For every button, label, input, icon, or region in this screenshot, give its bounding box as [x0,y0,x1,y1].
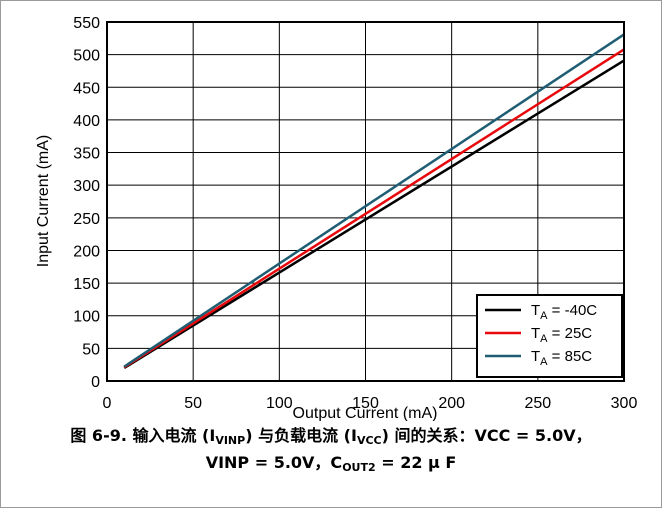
y-tick-label: 200 [73,243,100,260]
y-tick-label: 500 [73,48,100,65]
legend-label-25C: TA = 25C [531,325,592,345]
legend-box [476,294,623,378]
legend-label-85C: TA = 85C [531,348,592,368]
y-tick-label: 350 [73,146,100,163]
x-tick-label: 0 [103,395,112,412]
x-tick-label: 150 [352,395,379,412]
y-tick-label: 250 [73,211,100,228]
x-tick-label: 200 [438,395,465,412]
y-tick-label: 300 [73,178,100,195]
y-tick-label: 100 [73,309,100,326]
y-tick-labels: 0 50 100 150 200 250 300 350 400 450 500 550 [73,15,100,391]
legend-label--40C: TA = -40C [531,302,597,322]
caption-line-1: 图 6-9. 输入电流 (IVINP) 与负载电流 (IVCC) 间的关系：VC… [70,426,592,447]
x-axis-label: Output Current (mA) [293,405,438,421]
series-line--40C [123,59,625,370]
x-tick-label: 250 [524,395,551,412]
x-tick-label: 50 [184,395,202,412]
x-tick-label: 100 [266,395,293,412]
legend: TA = -40C TA = 25C TA = 85C [476,294,623,378]
series-lines [123,33,625,370]
y-tick-label: 450 [73,80,100,97]
caption-line-2: VINP = 5.0V，COUT2 = 22 μ F [205,453,457,474]
series-line-25C [123,48,625,369]
x-tick-labels: 0 50 100 150 200 250 300 [103,395,638,412]
y-tick-label: 50 [82,341,100,358]
y-tick-label: 400 [73,113,100,130]
y-axis-label: Input Current (mA) [35,135,52,267]
x-tick-label: 300 [611,395,638,412]
y-tick-label: 150 [73,276,100,293]
chart: 0 50 100 150 200 250 300 0 50 100 150 200 250 300 350… [35,15,638,421]
series-line-85C [123,33,625,368]
y-tick-label: 0 [91,374,100,391]
y-tick-label: 550 [73,15,100,32]
figure-caption: 图 6-9. 输入电流 (IVINP) 与负载电流 (IVCC) 间的关系：VC… [1,425,661,479]
plot-frame [106,21,625,382]
